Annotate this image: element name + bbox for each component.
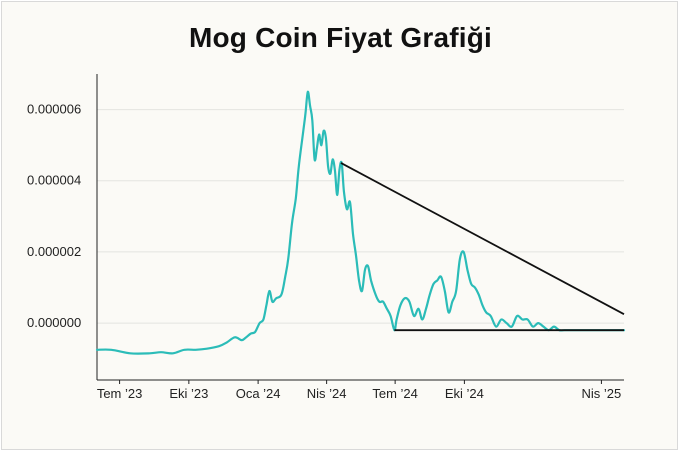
chart-title: Mog Coin Fiyat Grafiği bbox=[188, 22, 493, 53]
price-series-line bbox=[95, 90, 626, 355]
y-tick-label: 0.000002 bbox=[27, 244, 81, 259]
x-tick-label: Eki ’23 bbox=[169, 386, 208, 401]
y-tick-label: 0.000006 bbox=[27, 102, 81, 117]
x-tick-label: Nis ’25 bbox=[582, 386, 622, 401]
y-tick-label: 0.000000 bbox=[27, 315, 81, 330]
y-tick-label: 0.000004 bbox=[27, 173, 81, 188]
descending-trendline bbox=[340, 162, 625, 315]
x-tick-label: Tem ’24 bbox=[372, 386, 418, 401]
x-tick-label: Eki ’24 bbox=[445, 386, 484, 401]
x-tick-label: Tem ’23 bbox=[97, 386, 143, 401]
x-tick-label: Nis ’24 bbox=[307, 386, 347, 401]
x-tick-label: Oca ’24 bbox=[236, 386, 281, 401]
